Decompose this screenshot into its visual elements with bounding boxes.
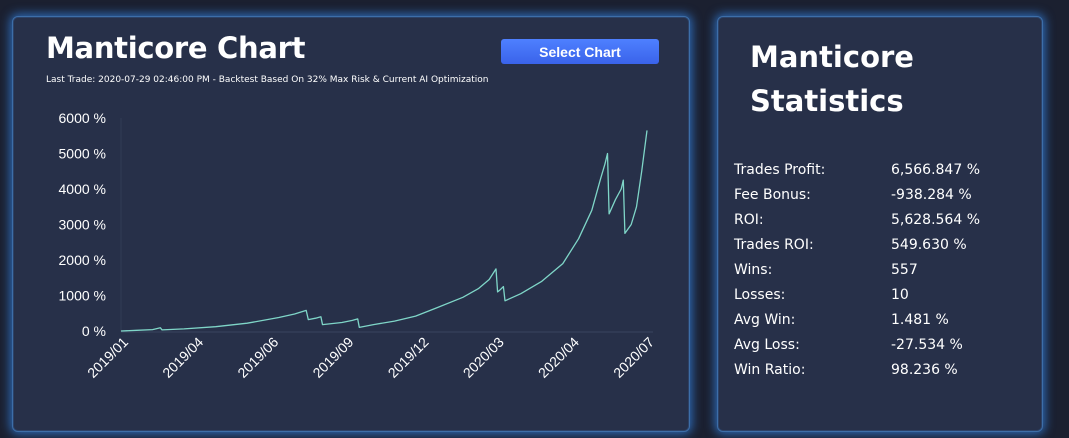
y-tick-label: 5000 % [59,146,106,162]
stat-row: Fee Bonus: -938.284 % [734,182,980,207]
x-tick-label: 2019/12 [385,334,432,381]
y-tick-label: 2000 % [59,252,106,268]
stat-value: 5,628.564 % [891,211,981,228]
stat-label: Win Ratio: [734,361,806,378]
x-tick-label: 2019/06 [234,334,281,381]
x-tick-label: 2020/04 [535,334,582,381]
stat-label: Avg Win: [734,311,796,328]
stat-label: Trades ROI: [734,236,814,253]
stat-value: 10 [891,286,909,303]
stat-label: Fee Bonus: [734,186,811,203]
chart-title: Manticore Chart [46,31,306,65]
x-tick-label: 2019/04 [159,334,206,381]
stat-label: Wins: [734,261,773,278]
stat-row: Trades ROI: 549.630 % [734,232,980,257]
stat-row: Losses: 10 [734,282,980,307]
stat-value: 6,566.847 % [891,161,981,178]
x-tick-label: 2020/03 [460,334,507,381]
stat-row: ROI: 5,628.564 % [734,207,980,232]
series-line [120,130,648,332]
y-tick-label: 0 % [82,323,106,339]
stat-value: 1.481 % [891,311,949,328]
chart-panel: Manticore Chart Last Trade: 2020-07-29 0… [12,16,690,432]
stat-row: Wins: 557 [734,257,980,282]
stat-row: Avg Win: 1.481 % [734,307,980,332]
stat-label: Trades Profit: [734,161,826,178]
stat-value: -938.284 % [891,186,972,203]
stat-row: Avg Loss: -27.534 % [734,332,980,357]
stats-title: Manticore Statistics [750,35,914,123]
x-tick-label: 2019/09 [309,334,356,381]
y-tick-label: 3000 % [59,217,106,233]
select-chart-button[interactable]: Select Chart [501,39,659,64]
stat-label: Losses: [734,286,786,303]
stat-value: 98.236 % [891,361,958,378]
stats-list: Trades Profit: 6,566.847 % Fee Bonus: -938.… [734,157,980,382]
chart-area: 0 % 1000 % 2000 % 3000 % 4000 % 5000 % 6000 % 2… [59,110,658,381]
stat-value: -27.534 % [891,336,963,353]
stat-value: 557 [891,261,918,278]
stats-title-line1: Manticore [750,40,914,74]
stat-label: Avg Loss: [734,336,800,353]
y-tick-label: 6000 % [59,110,106,126]
x-tick-label: 2019/01 [84,334,131,381]
chart-subtitle: Last Trade: 2020-07-29 02:46:00 PM - Bac… [46,75,489,85]
stat-value: 549.630 % [891,236,967,253]
stat-label: ROI: [734,211,764,228]
stat-row: Trades Profit: 6,566.847 % [734,157,980,182]
stats-panel: Manticore Statistics Trades Profit: 6,566… [717,16,1043,432]
stat-row: Win Ratio: 98.236 % [734,357,980,382]
stats-title-line2: Statistics [750,84,904,118]
x-tick-label: 2020/07 [610,334,657,381]
y-tick-label: 1000 % [59,288,106,304]
y-tick-label: 4000 % [59,181,106,197]
